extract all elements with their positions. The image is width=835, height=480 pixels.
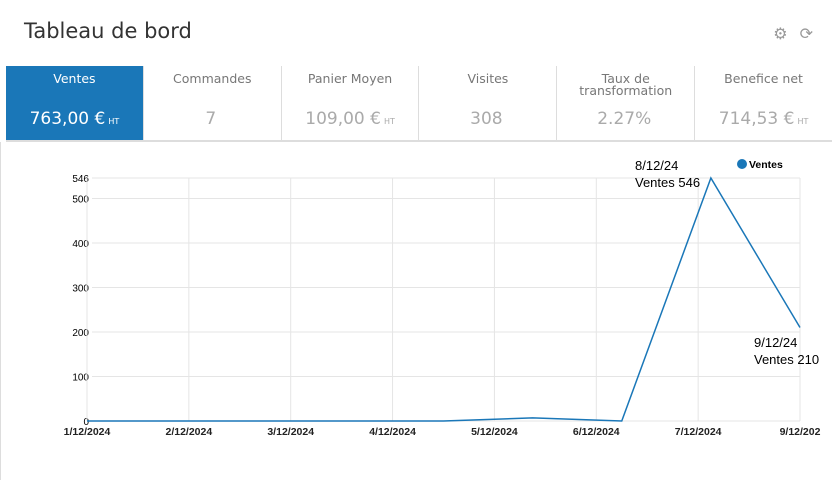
panel-border — [0, 142, 1, 480]
kpi-value: 109,00 € — [305, 109, 381, 129]
kpi-tab-4[interactable]: Taux de transformation 2.27% — [557, 66, 696, 140]
kpi-tab-3[interactable]: Visites 308 — [419, 66, 558, 140]
x-tick-label: 7/12/2024 — [675, 426, 722, 438]
y-tick-label: 100 — [72, 372, 89, 383]
x-tick-label: 1/12/2024 — [64, 426, 111, 438]
data-annotation: 9/12/24 — [754, 335, 797, 350]
kpi-label: Visites — [467, 71, 509, 86]
legend-marker — [737, 159, 747, 169]
kpi-tab-0[interactable]: Ventes 763,00 € HT — [6, 66, 144, 140]
kpi-value: 308 — [470, 109, 503, 129]
x-tick-label: 5/12/2024 — [471, 426, 518, 438]
gear-icon[interactable]: ⚙ — [773, 24, 788, 43]
y-tick-label: 300 — [72, 283, 89, 294]
x-tick-label: 2/12/2024 — [165, 426, 212, 438]
kpi-tabs: Ventes 763,00 € HT Commandes 7 Panier Moyen 10… — [6, 66, 832, 142]
kpi-unit: HT — [108, 117, 120, 126]
data-annotation: Ventes 546 — [635, 175, 700, 190]
kpi-label: Taux de transformation — [579, 71, 673, 98]
x-tick-label: 9/12/202 — [780, 426, 821, 438]
y-tick-label: 200 — [72, 328, 89, 339]
y-tick-label: 546 — [72, 174, 89, 185]
kpi-tab-5[interactable]: Benefice net 714,53 € HT — [695, 66, 832, 140]
x-tick-label: 6/12/2024 — [573, 426, 620, 438]
kpi-value: 7 — [205, 109, 217, 129]
x-tick-label: 3/12/2024 — [267, 426, 314, 438]
kpi-unit: HT — [383, 117, 395, 126]
kpi-tab-1[interactable]: Commandes 7 — [144, 66, 282, 140]
x-tick-label: 4/12/2024 — [369, 426, 416, 438]
y-tick-label: 0 — [83, 417, 89, 428]
kpi-value: 763,00 € — [29, 109, 106, 129]
page-title: Tableau de bord — [24, 19, 192, 43]
data-annotation: Ventes 210 — [754, 352, 819, 367]
kpi-label: Benefice net — [724, 71, 803, 86]
series-line-ventes — [87, 176, 801, 422]
legend-label: Ventes — [749, 159, 783, 171]
refresh-icon[interactable]: ⟳ — [799, 24, 813, 43]
kpi-unit: HT — [797, 117, 809, 126]
kpi-label: Panier Moyen — [307, 71, 393, 86]
kpi-value: 2.27% — [597, 109, 652, 129]
kpi-label: Ventes — [53, 71, 96, 86]
y-tick-label: 400 — [72, 239, 89, 250]
y-tick-label: 500 — [72, 194, 89, 205]
kpi-tab-2[interactable]: Panier Moyen 109,00 € HT — [282, 66, 420, 140]
kpi-label: Commandes — [173, 71, 252, 86]
kpi-value: 714,53 € — [718, 109, 795, 129]
data-annotation: 8/12/24 — [635, 158, 678, 173]
